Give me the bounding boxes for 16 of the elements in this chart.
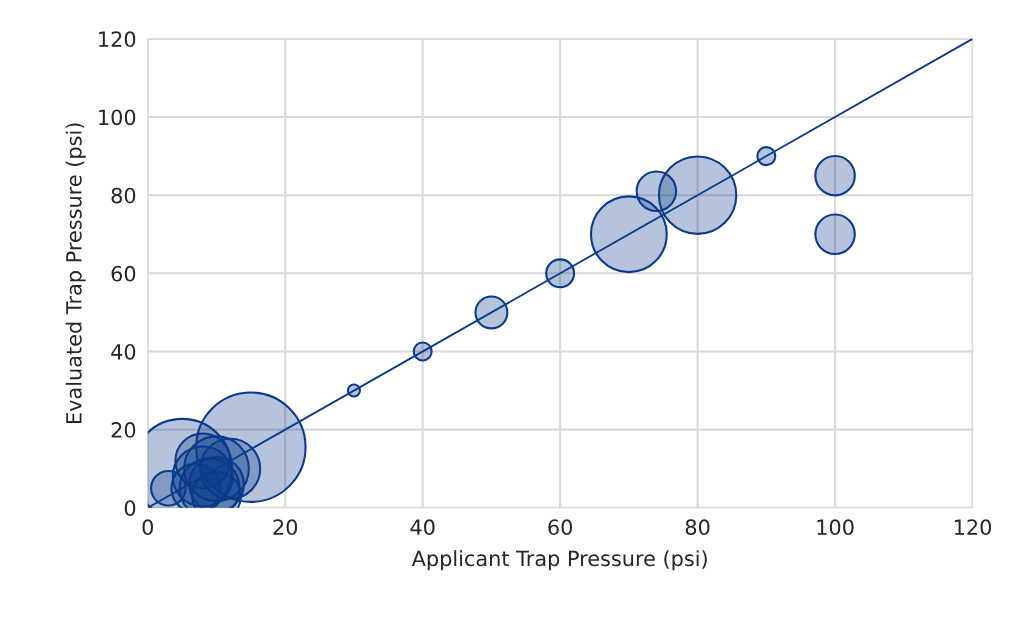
y-tick-label: 120 (99, 31, 136, 48)
y-tick-label: 100 (99, 109, 136, 126)
x-tick-label: 60 (548, 519, 573, 536)
x-tick-label: 100 (817, 519, 854, 536)
y-tick-label: 0 (124, 500, 136, 516)
y-axis-title: Evaluated Trap Pressure (psi) (65, 123, 86, 423)
y-tick-label: 80 (111, 187, 136, 204)
x-axis-title: Applicant Trap Pressure (psi) (411, 550, 707, 571)
x-tick-label: 40 (410, 519, 435, 536)
y-tick-label: 60 (111, 265, 136, 282)
y-tick-label: 40 (111, 343, 136, 360)
x-tick-label: 80 (685, 519, 710, 536)
x-tick-label: 120 (954, 519, 992, 536)
x-tick-label: 0 (142, 519, 153, 536)
x-tick-label: 20 (273, 519, 298, 536)
y-tick-label: 20 (111, 422, 136, 438)
